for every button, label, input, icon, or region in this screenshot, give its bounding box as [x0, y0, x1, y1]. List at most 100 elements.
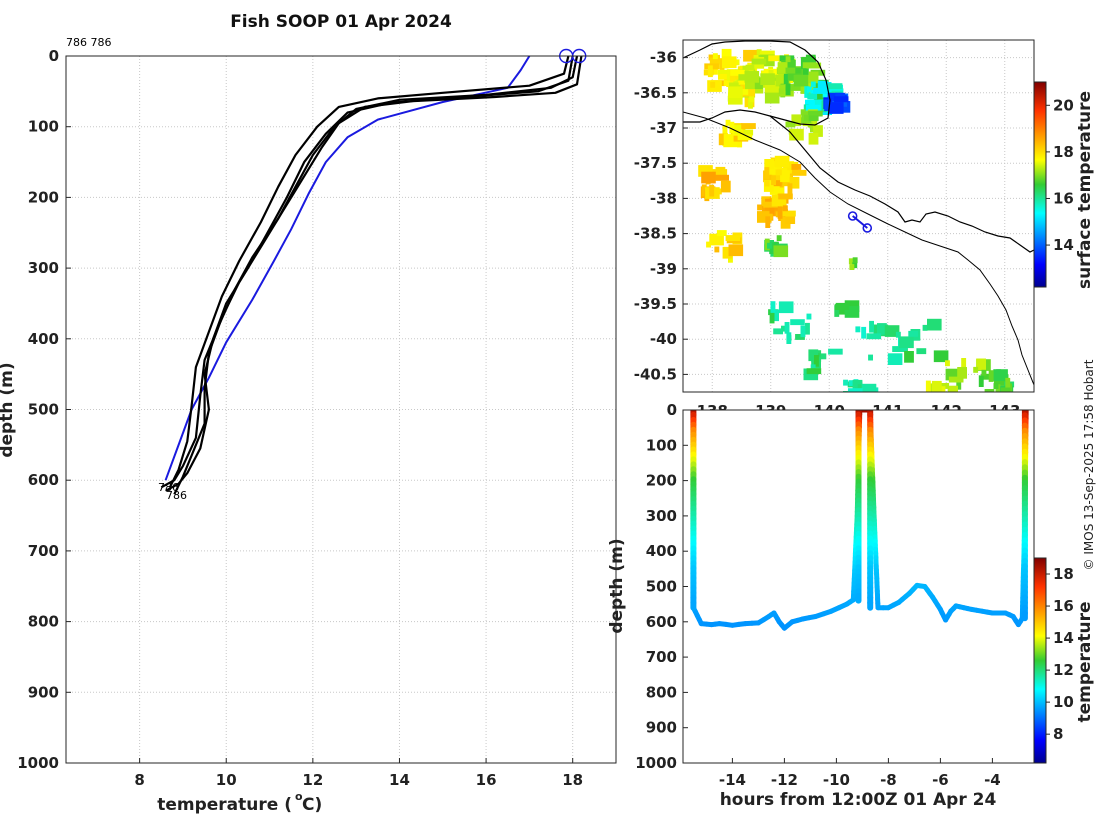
sst-pixel: [757, 211, 772, 223]
profile-title: Fish SOOP 01 Apr 2024: [230, 12, 452, 32]
sst-pixel: [808, 71, 819, 84]
section-tick-label-y: 300: [646, 507, 677, 525]
sst-pixel: [808, 132, 819, 145]
sst-pixel: [708, 54, 714, 61]
sst-pixel: [822, 91, 828, 98]
sst-pixel: [733, 77, 749, 89]
profile-tick-label-y: 200: [28, 188, 59, 206]
sst-pixel: [927, 318, 942, 331]
sst-pixel: [806, 368, 822, 375]
sst-pixel: [771, 194, 787, 207]
sst-pixel: [769, 203, 775, 215]
sst-pixel: [764, 80, 780, 93]
sst-pixel: [781, 210, 796, 217]
section-colorbar-tick-label: 10: [1053, 693, 1074, 711]
map-tick-label-lat: -38.5: [634, 225, 677, 243]
sst-pixel: [748, 77, 763, 89]
sst-pixel: [785, 212, 796, 224]
sst-pixel: [732, 124, 743, 137]
sst-pixel: [810, 81, 816, 88]
sst-pixel: [978, 375, 984, 387]
sst-pixel: [776, 235, 782, 242]
section-colorbar-tick-label: 16: [1053, 597, 1074, 615]
sst-pixel: [848, 258, 854, 265]
sst-pixel: [741, 123, 756, 129]
sst-pixel: [833, 96, 849, 103]
sst-pixel: [803, 79, 814, 92]
sst-pixel: [804, 86, 810, 98]
sst-pixel: [827, 83, 843, 90]
sst-pixel: [771, 173, 776, 186]
sst-pixel: [828, 88, 844, 95]
shelf-contour: [683, 111, 1034, 386]
sst-pixel: [892, 346, 907, 352]
profile-tick-label-y: 800: [28, 613, 59, 631]
sst-pixel: [811, 83, 822, 89]
sst-pixel: [771, 180, 782, 187]
sst-pixel: [864, 395, 879, 401]
sst-pixel: [866, 333, 882, 340]
sst-pixel: [808, 110, 823, 117]
sst-pixel: [805, 322, 810, 335]
profile-tick-label-y: 600: [28, 471, 59, 489]
section-tick-label-y: 700: [646, 648, 677, 666]
sst-pixel: [884, 325, 900, 337]
sst-pixel: [764, 91, 780, 104]
sst-pixel: [948, 376, 964, 383]
sst-pixel: [751, 58, 767, 65]
map-colorbar-label: surface temperature: [1075, 91, 1095, 289]
sst-pixel: [802, 62, 818, 69]
ship-track: [852, 215, 868, 229]
section-plot: 0 100 200 300 400 500 600 700 800 900 1000 -14 -12 -1…: [607, 401, 1095, 810]
sst-pixel: [769, 183, 780, 195]
sst-pixel: [787, 183, 793, 195]
profile-tick-label-x: 18: [562, 771, 583, 789]
map-tick-label-lat: -36.5: [634, 84, 677, 102]
sst-pixel: [728, 82, 739, 89]
sst-pixel: [728, 86, 743, 99]
map-tick-label-lat: -40.5: [634, 365, 677, 383]
sst-pixel: [772, 169, 782, 176]
sst-pixel: [722, 246, 733, 259]
sst-pixel: [748, 97, 753, 109]
sst-pixel: [717, 69, 733, 76]
sst-pixel: [843, 379, 848, 386]
section-colorbar-label: temperature: [1075, 601, 1095, 722]
sst-pixel: [718, 133, 724, 146]
sst-pixel: [785, 67, 796, 74]
sst-pixel: [728, 244, 744, 257]
sst-pixel: [931, 380, 942, 392]
profile-tick-label-x: 16: [476, 771, 497, 789]
sst-pixel: [817, 80, 828, 93]
sst-pixel: [868, 354, 873, 361]
sst-pixel: [850, 394, 855, 406]
sst-pixel: [764, 167, 770, 179]
sst-pixel: [877, 323, 887, 335]
sst-pixel: [931, 391, 946, 392]
sst-map: -36 -36.5 -37 -37.5 -38 -38.5 -39 -39.5 -40 -40.5…: [634, 39, 1095, 420]
section-colorbar: [1033, 557, 1047, 764]
map-colorbar-tick-label: 18: [1053, 143, 1074, 161]
sst-pixel: [782, 205, 788, 212]
sst-pixel: [861, 326, 867, 339]
coastline-south: [769, 115, 1034, 253]
sst-pixel: [780, 170, 790, 183]
sst-pixel: [812, 88, 828, 94]
sst-pixel: [934, 383, 950, 389]
profile-tick-label-y: 1000: [17, 754, 59, 772]
sst-pixel: [707, 188, 722, 195]
sst-pixel: [973, 366, 979, 373]
sst-pixel: [764, 159, 775, 171]
sst-pixel: [709, 184, 715, 197]
sst-pixel: [718, 73, 733, 80]
sst-pixel: [745, 64, 756, 71]
sst-pixel: [904, 351, 914, 363]
map-colorbar-tick-label: 20: [1053, 96, 1074, 114]
profile-tick-label-y: 0: [49, 47, 59, 65]
sst-pixel: [848, 388, 863, 392]
sst-pixel: [810, 364, 816, 371]
profile-y-label: depth (m): [0, 362, 17, 457]
sst-pixel: [778, 193, 793, 200]
profile-series-black: [168, 55, 570, 488]
section-colorbar-tick-label: 18: [1053, 565, 1074, 583]
